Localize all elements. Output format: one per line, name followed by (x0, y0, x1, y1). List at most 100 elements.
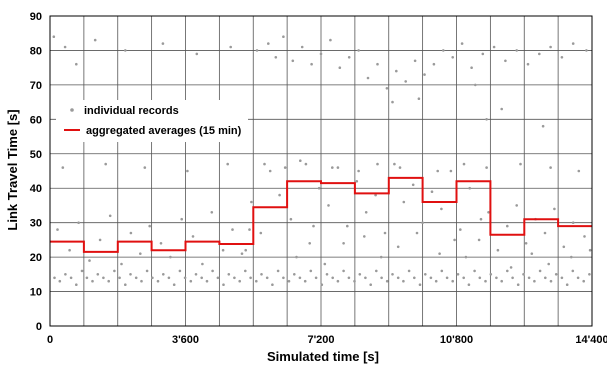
scatter-point (191, 235, 195, 238)
scatter-point (364, 276, 367, 280)
scatter-point (303, 279, 307, 283)
scatter-point (533, 279, 536, 283)
scatter-point (460, 42, 464, 45)
scatter-point (434, 279, 438, 283)
scatter-point (276, 269, 280, 273)
scatter-point (129, 231, 133, 235)
scatter-point (52, 35, 56, 38)
scatter-point (139, 252, 142, 255)
scatter-point (585, 49, 588, 52)
scatter-point (424, 273, 427, 276)
legend-label-individual-records: individual records (84, 105, 179, 117)
scatter-point (438, 252, 441, 255)
scatter-point (282, 276, 285, 280)
scatter-point (485, 118, 488, 121)
scatter-point (462, 162, 466, 166)
scatter-point (134, 276, 138, 280)
scatter-point (500, 107, 504, 111)
scatter-point (309, 269, 313, 273)
x-tick-label: 3'600 (172, 334, 199, 346)
scatter-point (544, 276, 547, 280)
scatter-point (338, 66, 342, 69)
scatter-point (396, 245, 400, 249)
scatter-point (53, 276, 56, 280)
scatter-point (355, 180, 359, 183)
scatter-point (442, 49, 445, 52)
scatter-point (61, 166, 65, 169)
scatter-point (287, 279, 291, 283)
scatter-point (329, 38, 332, 42)
scatter-point (320, 283, 324, 287)
scatter-point (211, 269, 214, 273)
scatter-point (205, 279, 209, 283)
scatter-point (255, 49, 259, 52)
scatter-point (369, 283, 373, 287)
scatter-point (357, 49, 360, 52)
scatter-point (495, 276, 498, 280)
scatter-point (391, 273, 394, 276)
scatter-point (522, 273, 525, 276)
scatter-point (102, 276, 105, 280)
x-tick-label: 0 (47, 334, 53, 346)
scatter-point (376, 162, 379, 166)
scatter-point (459, 228, 462, 231)
scatter-point (226, 162, 229, 166)
y-tick-label: 10 (30, 287, 42, 299)
scatter-point (145, 269, 149, 273)
scatter-point (310, 62, 313, 66)
scatter-point (248, 228, 251, 231)
scatter-point (327, 204, 330, 207)
scatter-point (376, 62, 379, 66)
scatter-point (118, 276, 121, 280)
scatter-point (516, 283, 520, 287)
scatter-point (291, 59, 295, 63)
scatter-point (342, 242, 345, 245)
scatter-point (268, 169, 272, 173)
scatter-point (440, 207, 443, 211)
scatter-point (484, 279, 487, 283)
y-tick-label: 0 (36, 321, 42, 333)
scatter-point (283, 166, 287, 169)
y-tick-labels: 0 10 20 30 40 50 60 70 80 90 (30, 11, 42, 333)
legend-label-aggregated-averages: aggregated averages (15 min) (86, 125, 242, 137)
scatter-point (231, 228, 234, 231)
scatter-point (385, 87, 389, 90)
x-tick-label: 10'800 (440, 334, 473, 346)
scatter-point (489, 273, 493, 276)
scatter-point (58, 279, 62, 283)
scatter-point (500, 279, 504, 283)
scatter-point (477, 238, 481, 242)
x-tick-labels: 0 3'600 7'200 10'800 14'400 (47, 334, 607, 346)
scatter-point (470, 66, 473, 69)
scatter-point (63, 45, 67, 49)
scatter-point (515, 49, 518, 52)
scatter-point (227, 273, 231, 276)
scatter-point (162, 273, 165, 276)
y-tick-label: 70 (30, 80, 42, 92)
scatter-point (363, 235, 366, 238)
scatter-point (304, 162, 308, 166)
scatter-point (244, 269, 247, 273)
plot-frame (49, 15, 593, 327)
legend-dot-marker (70, 108, 74, 112)
scatter-point (108, 214, 112, 218)
scatter-point (398, 166, 402, 169)
scatter-point (347, 276, 351, 280)
scatter-point (375, 269, 378, 273)
scatter-point (260, 273, 263, 276)
scatter-point (96, 273, 100, 276)
scatter-point (265, 276, 269, 280)
scatter-point (487, 211, 490, 214)
individual-records-points (52, 35, 592, 287)
scatter-point (374, 193, 377, 197)
aggregated-averages-step-line (50, 176, 592, 253)
scatter-point (379, 255, 383, 259)
scatter-point (549, 166, 552, 169)
scatter-point (233, 276, 236, 280)
scatter-point (357, 169, 360, 173)
scatter-point (85, 276, 89, 280)
scatter-point (530, 252, 534, 255)
scatter-point (453, 238, 456, 242)
scatter-point (167, 276, 171, 280)
scatter-point (402, 279, 405, 283)
